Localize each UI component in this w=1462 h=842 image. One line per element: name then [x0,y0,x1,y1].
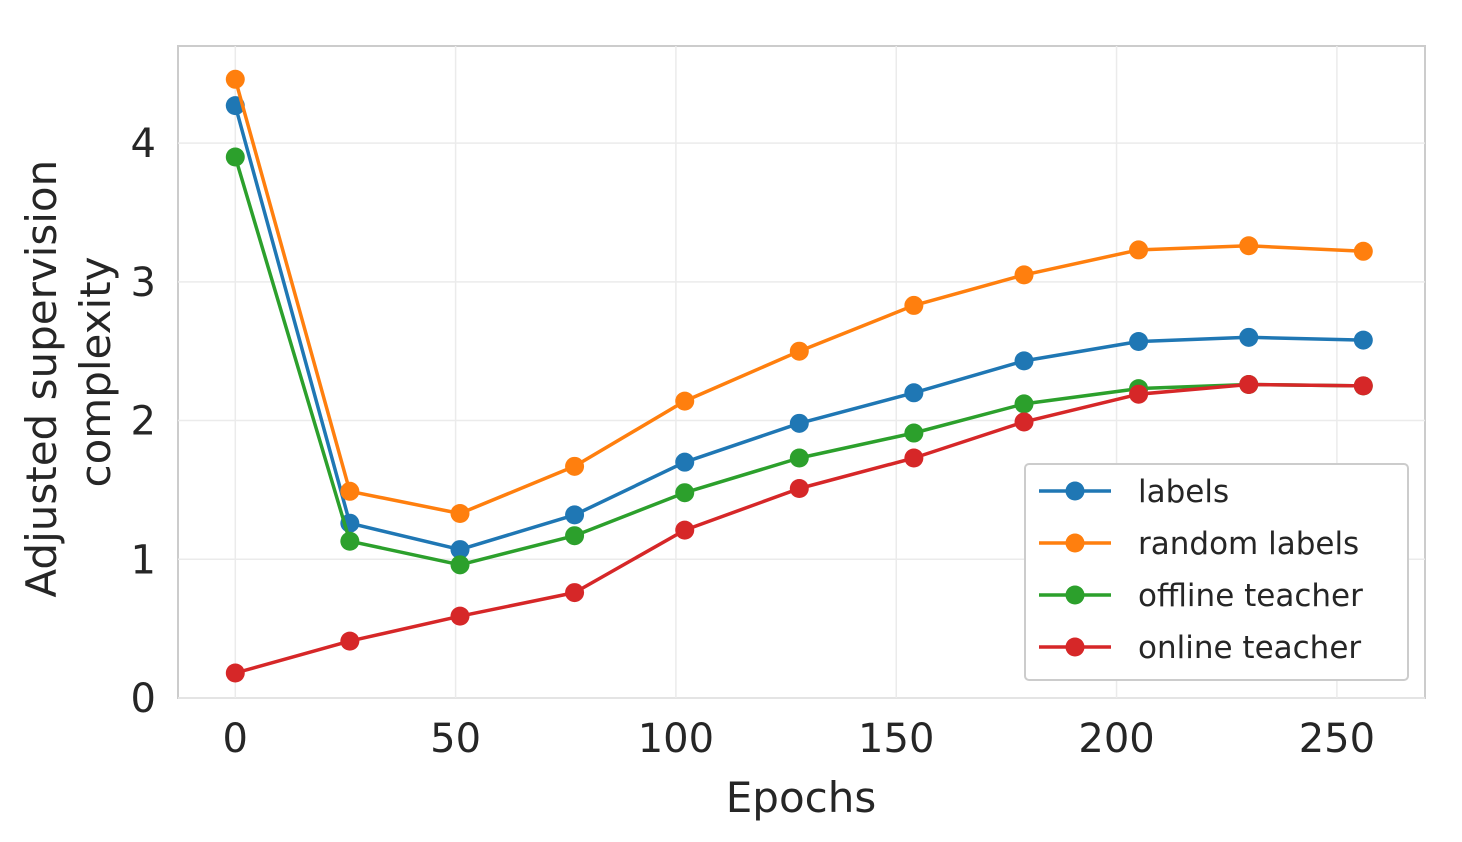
x-tick-label: 50 [430,716,481,762]
data-point [789,341,809,361]
y-axis-label: Adjusted supervision complexity [17,146,120,597]
legend-swatch-marker [1065,637,1085,657]
data-point [1239,327,1259,347]
legend-label: labels [1138,474,1229,510]
y-tick-label: 1 [131,537,156,583]
data-point [450,503,470,523]
data-point [904,448,924,468]
legend-swatch-marker [1065,585,1085,605]
legend-swatch-marker [1065,533,1085,553]
series-labels [225,96,1373,560]
y-axis-ticks: 0 1 2 3 4 [131,121,156,722]
series-group [225,69,1373,683]
y-tick-label: 3 [131,260,156,306]
data-point [1129,331,1149,351]
legend-item: offline teacher [1039,578,1363,614]
data-point [450,606,470,626]
y-axis-label-line-2: complexity [71,257,120,488]
legend-item: labels [1039,474,1229,510]
data-point [675,391,695,411]
data-point [1129,384,1149,404]
legend: labels random labels offline teacher online… [1024,463,1409,681]
legend-swatch-marker [1065,481,1085,501]
data-point [565,505,585,525]
x-axis-label: Epochs [726,773,877,822]
data-point [225,69,245,89]
legend-label: random labels [1138,526,1359,562]
x-axis-ticks: 0 50 100 150 200 250 [223,716,1375,762]
series-random-labels [225,69,1373,523]
legend-label: offline teacher [1138,578,1363,614]
x-tick-label: 250 [1299,716,1375,762]
data-point [675,483,695,503]
data-point [225,663,245,683]
data-point [340,531,360,551]
y-tick-label: 4 [131,121,156,167]
data-point [565,456,585,476]
data-point [340,631,360,651]
y-axis-label-line-1: Adjusted supervision [17,160,66,598]
data-point [565,526,585,546]
legend-item: online teacher [1039,630,1361,666]
data-point [1353,376,1373,396]
legend-box [1024,463,1409,681]
data-point [450,555,470,575]
data-point [675,452,695,472]
y-tick-label: 0 [131,676,156,722]
data-point [789,448,809,468]
data-point [1353,330,1373,350]
x-tick-label: 100 [638,716,714,762]
data-point [789,479,809,499]
x-tick-label: 0 [223,716,248,762]
data-point [565,583,585,603]
data-point [340,481,360,501]
data-point [1239,374,1259,394]
data-point [904,423,924,443]
data-point [789,413,809,433]
data-point [1014,394,1034,414]
data-point [1014,351,1034,371]
data-point [1129,240,1149,260]
legend-item: random labels [1039,526,1359,562]
data-point [225,147,245,167]
x-tick-label: 150 [858,716,934,762]
data-point [1014,412,1034,432]
data-point [675,520,695,540]
x-tick-label: 200 [1078,716,1154,762]
data-point [904,295,924,315]
data-point [1239,236,1259,256]
data-point [904,383,924,403]
series-online-teacher [225,374,1373,683]
data-point [1014,265,1034,285]
data-point [450,540,470,560]
data-point [1353,241,1373,261]
y-tick-label: 2 [131,399,156,445]
legend-label: online teacher [1138,630,1361,666]
